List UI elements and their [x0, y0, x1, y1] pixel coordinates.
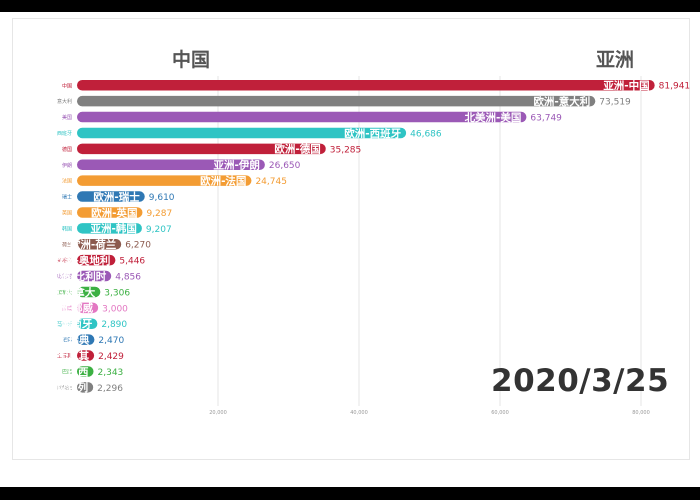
chart-frame — [12, 18, 690, 460]
bar-name-label: 欧洲-英国 — [91, 206, 137, 219]
bar — [77, 366, 94, 377]
bar-name-label: 亚洲-以色列 — [31, 381, 88, 394]
date-label: 2020/3/25 — [491, 363, 670, 399]
category-label: 荷兰 — [62, 241, 72, 248]
value-label: 9,287 — [146, 209, 172, 219]
category-label: 德国 — [62, 146, 72, 153]
value-label: 73,519 — [599, 98, 631, 108]
value-label: 4,856 — [115, 272, 141, 282]
category-label: 韩国 — [62, 225, 72, 232]
category-label: 葡萄牙 — [57, 321, 72, 328]
bar — [77, 350, 95, 361]
bar-name-label: 亚洲-伊朗 — [214, 159, 260, 172]
value-label: 9,207 — [146, 225, 172, 235]
value-label: 2,343 — [98, 368, 124, 378]
bar — [77, 80, 655, 91]
value-label: 2,296 — [97, 384, 123, 394]
category-label: 土耳其 — [57, 353, 72, 360]
category-label: 比利时 — [57, 273, 72, 280]
value-label: 6,270 — [125, 241, 151, 251]
bar-name-label: 欧洲-西班牙 — [344, 127, 401, 140]
category-label: 巴西 — [62, 369, 72, 375]
category-label: 伊朗 — [62, 162, 72, 169]
bar-name-label: 欧洲-法国 — [200, 174, 246, 187]
value-label: 2,429 — [98, 352, 124, 362]
bar-name-label: 欧洲-瑞典 — [43, 333, 90, 346]
bar-name-label: 欧洲-挪威 — [47, 302, 94, 315]
bar — [77, 239, 122, 250]
value-label: 2,470 — [98, 336, 124, 346]
bar-name-label: 欧洲-奥地利 — [54, 254, 111, 267]
bar — [77, 191, 145, 202]
category-label: 瑞典 — [62, 337, 72, 344]
bar-name-label: 欧洲-德国 — [274, 143, 320, 156]
bar — [77, 302, 99, 314]
bar — [77, 286, 101, 298]
x-tick-label: 20,000 — [209, 410, 227, 416]
bar — [77, 143, 326, 155]
value-label: 63,749 — [530, 113, 562, 123]
category-label: 瑞士 — [62, 194, 72, 201]
category-label: 中国 — [62, 82, 72, 89]
leader-continent-heading: 亚洲 — [596, 49, 635, 71]
bar — [77, 111, 527, 123]
value-label: 35,285 — [330, 145, 362, 155]
value-label: 2,890 — [101, 320, 127, 330]
value-label: 81,941 — [659, 82, 691, 92]
x-tick-label: 80,000 — [632, 410, 650, 416]
bar-name-label: 欧洲-比利时 — [49, 270, 106, 283]
letterbox-top — [0, 0, 700, 12]
bar-name-label: 欧洲-葡萄牙 — [36, 318, 93, 331]
bar — [77, 334, 95, 345]
bar — [77, 127, 407, 139]
leader-country-heading: 中国 — [172, 49, 211, 71]
bar — [77, 207, 143, 218]
category-label: 西班牙 — [57, 130, 72, 137]
letterbox-bottom — [0, 487, 700, 500]
value-label: 3,306 — [104, 288, 130, 298]
value-label: 24,745 — [255, 177, 287, 187]
category-label: 法国 — [62, 178, 72, 185]
bar — [77, 175, 252, 186]
bar-name-label: 北美洲-美国 — [465, 111, 522, 124]
bar — [77, 254, 116, 266]
bar-name-label: 欧洲-意大利 — [533, 95, 590, 108]
bar-name-label: 欧洲-荷兰 — [70, 238, 117, 251]
value-label: 3,000 — [102, 304, 128, 314]
bar-name-label: 亚洲-中国 — [603, 79, 649, 92]
bar — [77, 159, 265, 170]
bar-name-label: 北美洲-加拿大 — [28, 286, 96, 299]
value-label: 26,650 — [269, 161, 301, 171]
category-label: 英国 — [62, 209, 72, 216]
category-label: 奥地利 — [57, 257, 72, 264]
value-label: 9,610 — [149, 193, 175, 203]
bar — [77, 95, 596, 107]
category-label: 意大利 — [57, 98, 72, 105]
bar — [77, 270, 112, 282]
bar-name-label: 欧洲-瑞士 — [93, 190, 140, 203]
value-label: 5,446 — [119, 257, 145, 267]
bar-name-label: 亚洲-韩国 — [91, 222, 137, 235]
bar — [77, 223, 142, 234]
value-label: 46,686 — [410, 129, 442, 139]
x-tick-label: 40,000 — [350, 410, 368, 416]
category-label: 美国 — [62, 114, 72, 121]
category-label: 以色列 — [57, 384, 72, 391]
category-label: 加拿大 — [57, 289, 72, 296]
bar-name-label: 亚洲-土耳其 — [32, 349, 89, 362]
category-label: 挪威 — [62, 305, 72, 312]
bar — [77, 382, 94, 393]
bar — [77, 318, 98, 329]
bar-name-label: 南美洲-巴西 — [32, 365, 89, 378]
x-tick-label: 60,000 — [491, 410, 509, 416]
